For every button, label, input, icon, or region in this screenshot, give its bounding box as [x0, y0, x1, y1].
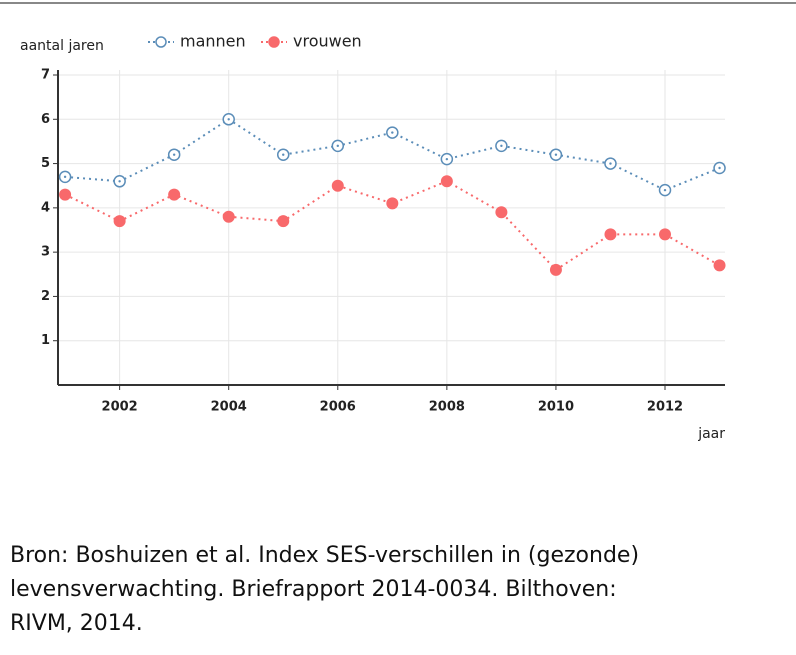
- x-tick-label: 2004: [211, 400, 247, 415]
- data-point: [604, 228, 617, 241]
- point-center: [391, 131, 394, 134]
- data-point: [277, 215, 290, 228]
- x-tick-label: 2006: [320, 400, 356, 415]
- point-center: [172, 153, 176, 156]
- point-center: [663, 188, 667, 192]
- point-center: [227, 118, 230, 121]
- y-tick-label: 4: [41, 200, 50, 215]
- point-center: [554, 153, 558, 156]
- data-point: [59, 188, 72, 201]
- point-center: [500, 144, 503, 148]
- x-tick-label: 2012: [647, 400, 683, 415]
- data-point: [168, 188, 181, 201]
- legend-marker: [155, 36, 167, 48]
- y-tick-label: 6: [41, 112, 50, 127]
- y-tick-label: 1: [41, 333, 50, 348]
- data-point: [113, 215, 126, 228]
- x-tick-label: 2002: [102, 400, 138, 415]
- point-center: [282, 153, 285, 156]
- source-text: levensverwachting. Briefrapport 2014-003…: [10, 577, 617, 602]
- source-text: RIVM, 2014.: [10, 611, 143, 636]
- data-point: [659, 228, 672, 241]
- x-axis-label: jaar: [697, 426, 725, 442]
- data-point: [331, 179, 344, 192]
- legend-label: vrouwen: [293, 32, 362, 51]
- data-point: [386, 197, 399, 210]
- legend-marker: [268, 36, 280, 48]
- point-center: [445, 157, 449, 161]
- data-point: [222, 210, 235, 223]
- point-center: [718, 166, 721, 170]
- point-center: [118, 180, 121, 183]
- y-axis-label: aantal jaren: [20, 38, 104, 54]
- y-tick-label: 7: [41, 68, 50, 83]
- x-tick-label: 2010: [538, 400, 574, 415]
- data-point: [495, 206, 508, 219]
- point-center: [336, 144, 339, 148]
- plot-background: [58, 70, 725, 385]
- legend-label: mannen: [180, 32, 246, 51]
- y-tick-label: 5: [41, 156, 50, 171]
- source-text: Bron: Boshuizen et al. Index SES-verschi…: [10, 543, 639, 568]
- data-point: [440, 175, 453, 188]
- point-center: [609, 162, 612, 165]
- x-tick-label: 2008: [429, 400, 465, 415]
- point-center: [63, 175, 67, 179]
- y-tick-label: 2: [41, 289, 50, 304]
- y-tick-label: 3: [41, 245, 50, 260]
- data-point: [713, 259, 726, 272]
- data-point: [549, 263, 562, 276]
